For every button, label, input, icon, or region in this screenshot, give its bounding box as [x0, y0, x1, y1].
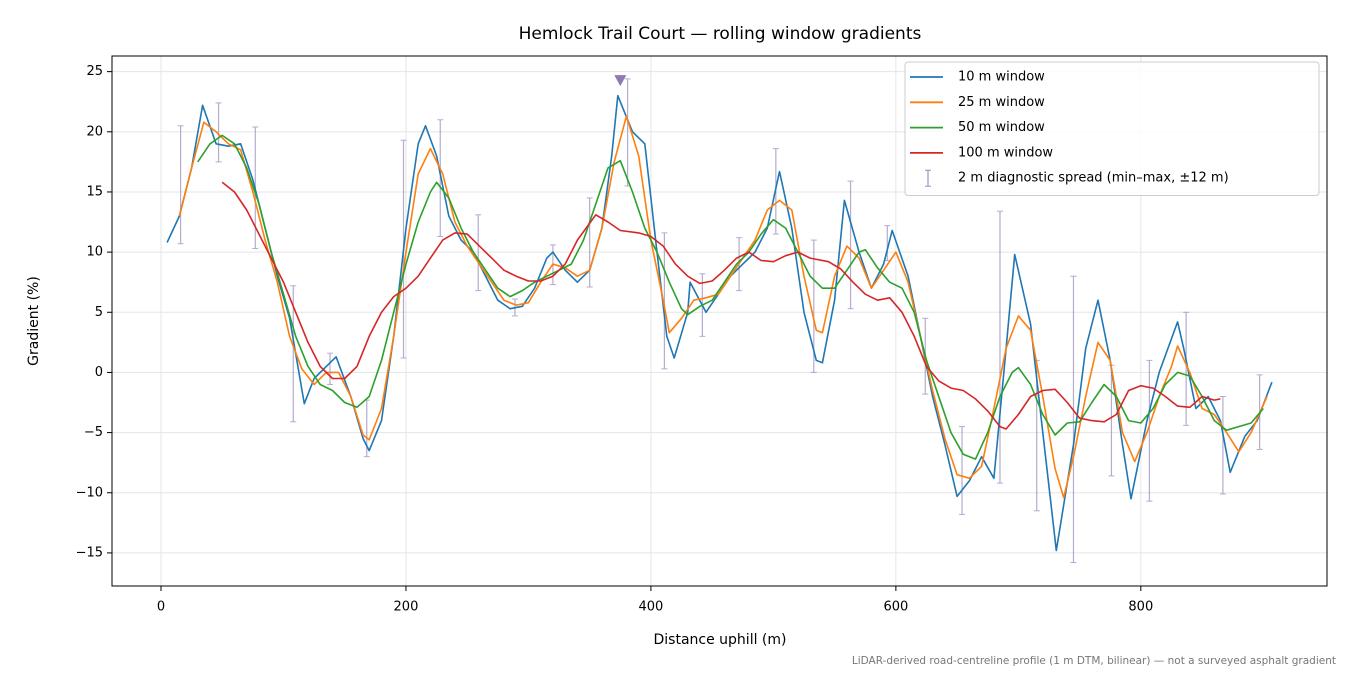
error-bar [661, 232, 668, 370]
y-tick-label: 20 [86, 124, 103, 139]
error-bar [586, 197, 593, 288]
series-line [221, 181, 1221, 430]
legend-label: 25 m window [958, 95, 1045, 110]
y-axis-label: Gradient (%) [26, 276, 42, 366]
legend-label: 2 m diagnostic spread (min–max, ±12 m) [958, 171, 1229, 186]
x-tick-label: 400 [638, 600, 663, 615]
legend-label: 10 m window [958, 70, 1045, 85]
plot-frame [111, 55, 1328, 587]
error-bar [177, 125, 184, 245]
error-bar [996, 210, 1003, 484]
x-tick-label: 800 [1128, 600, 1153, 615]
legend-box [904, 61, 1320, 196]
error-bar [327, 352, 334, 385]
x-tick-label: 0 [157, 600, 165, 615]
x-axis-label: Distance uphill (m) [654, 632, 787, 648]
error-bar [1146, 359, 1153, 502]
y-tick-label: 5 [95, 305, 103, 320]
y-tick-label: −5 [84, 425, 103, 440]
error-bar [437, 119, 444, 237]
error-bar [1219, 395, 1226, 495]
error-bar [290, 285, 297, 423]
error-bar [847, 180, 854, 310]
y-tick-label: 25 [86, 64, 103, 79]
y-tick-label: 10 [86, 245, 103, 260]
legend-label: 100 m window [958, 145, 1053, 160]
y-tick-label: 0 [95, 365, 103, 380]
legend: 10 m window 25 m window 50 m window 100 m w… [904, 61, 1320, 196]
error-bar [959, 426, 966, 515]
x-tick-label: 200 [394, 600, 419, 615]
error-bar [475, 214, 482, 292]
footnote: LiDAR-derived road-centreline profile (1… [852, 655, 1336, 667]
y-tick-label: −10 [76, 485, 103, 500]
error-bar [1070, 275, 1077, 564]
legend-label: 50 m window [958, 120, 1045, 135]
y-tick-label: 15 [86, 184, 103, 199]
y-tick-label: −15 [76, 545, 103, 560]
series-line [178, 115, 1268, 499]
x-tick-label: 600 [883, 600, 908, 615]
peak-marker [614, 75, 627, 87]
chart-title: Hemlock Trail Court — rolling window gra… [519, 24, 922, 44]
error-bar [215, 102, 222, 163]
